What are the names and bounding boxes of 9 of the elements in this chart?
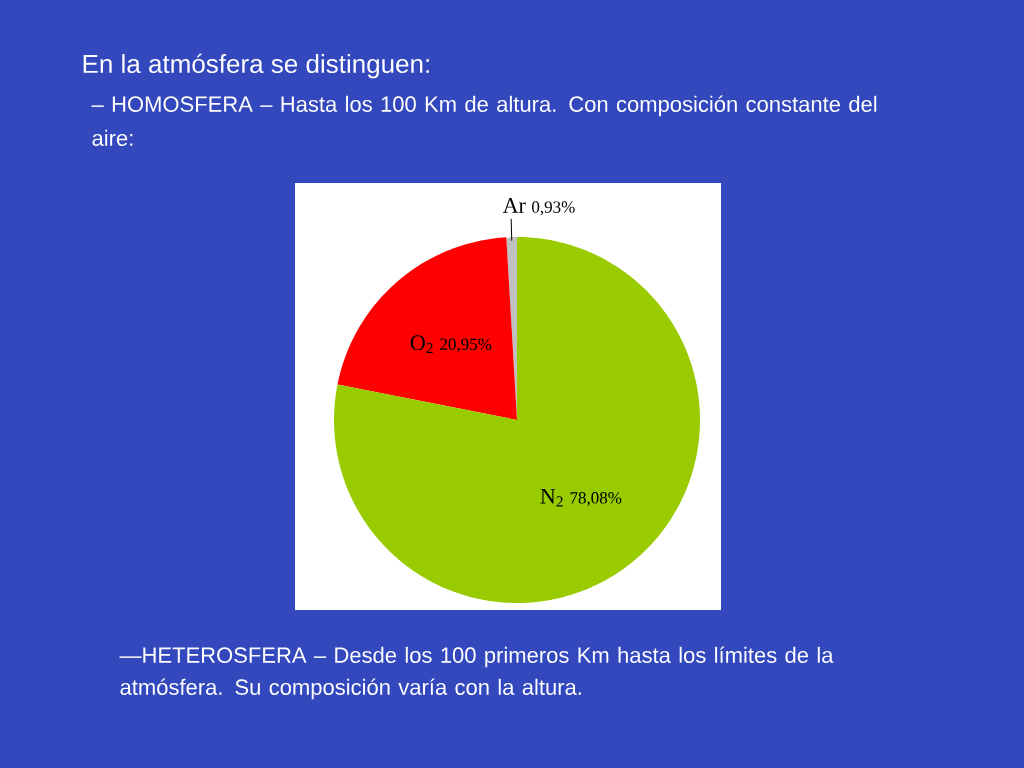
chart-title: En la atmósfera se distinguen: — [83, 53, 429, 79]
slice-label: O$_{2}$ — [410, 335, 433, 353]
slice-label: N$_{2}$ — [540, 489, 563, 507]
data-label: 20,95% — [440, 338, 492, 353]
slice-label: Ar — [502, 198, 526, 213]
data-label: 0,93% — [532, 201, 575, 216]
data-label: 78,08% — [570, 492, 622, 507]
text: —HETEROSFERA – Desde los 100 primeros Km hasta los límites de la atmósfera. Su composición varía con la altura. — [119, 646, 834, 700]
chart-subtitle: – HOMOSFERA – Hasta los 100 Km de altura. Con composición constante del aire: — [91, 95, 877, 146]
